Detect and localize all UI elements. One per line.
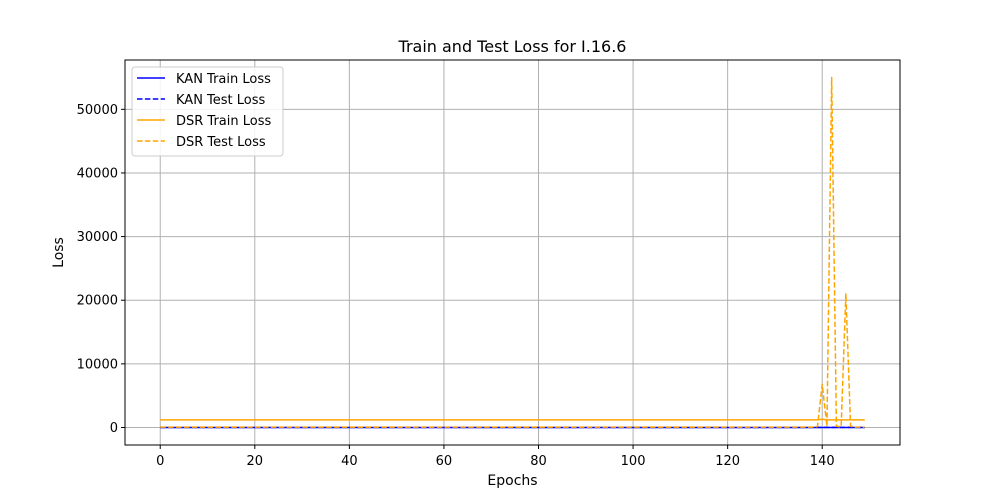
- series-line-dsr-test-loss: [160, 76, 865, 428]
- x-tick-label: 80: [530, 454, 547, 469]
- legend-entry-label: KAN Test Loss: [176, 93, 266, 108]
- legend-entry-label: KAN Train Loss: [176, 72, 271, 87]
- y-tick-label: 40000: [77, 166, 118, 181]
- y-axis-label: Loss: [51, 237, 67, 268]
- legend-entry-label: DSR Train Loss: [176, 114, 271, 129]
- x-tick-label: 140: [810, 454, 835, 469]
- chart-title: Train and Test Loss for I.16.6: [398, 37, 627, 56]
- x-tick-label: 100: [621, 454, 646, 469]
- y-tick-label: 20000: [77, 294, 118, 309]
- series-layer: [160, 76, 865, 429]
- legend-box: [131, 66, 284, 157]
- y-tick-label: 30000: [77, 230, 118, 245]
- plot-area-frame: [124, 59, 901, 446]
- x-tick-label: 40: [341, 454, 358, 469]
- series-line-dsr-train-loss: [160, 418, 865, 421]
- x-axis-label: Epochs: [487, 473, 537, 489]
- x-tick-label: 120: [715, 454, 740, 469]
- y-tick-label: 50000: [77, 103, 118, 118]
- legend-entry-label: DSR Test Loss: [176, 135, 266, 150]
- x-tick-label: 0: [156, 454, 164, 469]
- legend: KAN Train Loss KAN Test Loss DSR Train Los…: [131, 66, 284, 157]
- x-tick-label: 60: [436, 454, 453, 469]
- tick-layer: 0 20 40 60 80 100 120 140 0 10000 20000 30000 40000 5…: [77, 103, 835, 469]
- y-tick-label: 10000: [77, 357, 118, 372]
- y-tick-label: 0: [110, 421, 118, 436]
- x-tick-label: 20: [247, 454, 264, 469]
